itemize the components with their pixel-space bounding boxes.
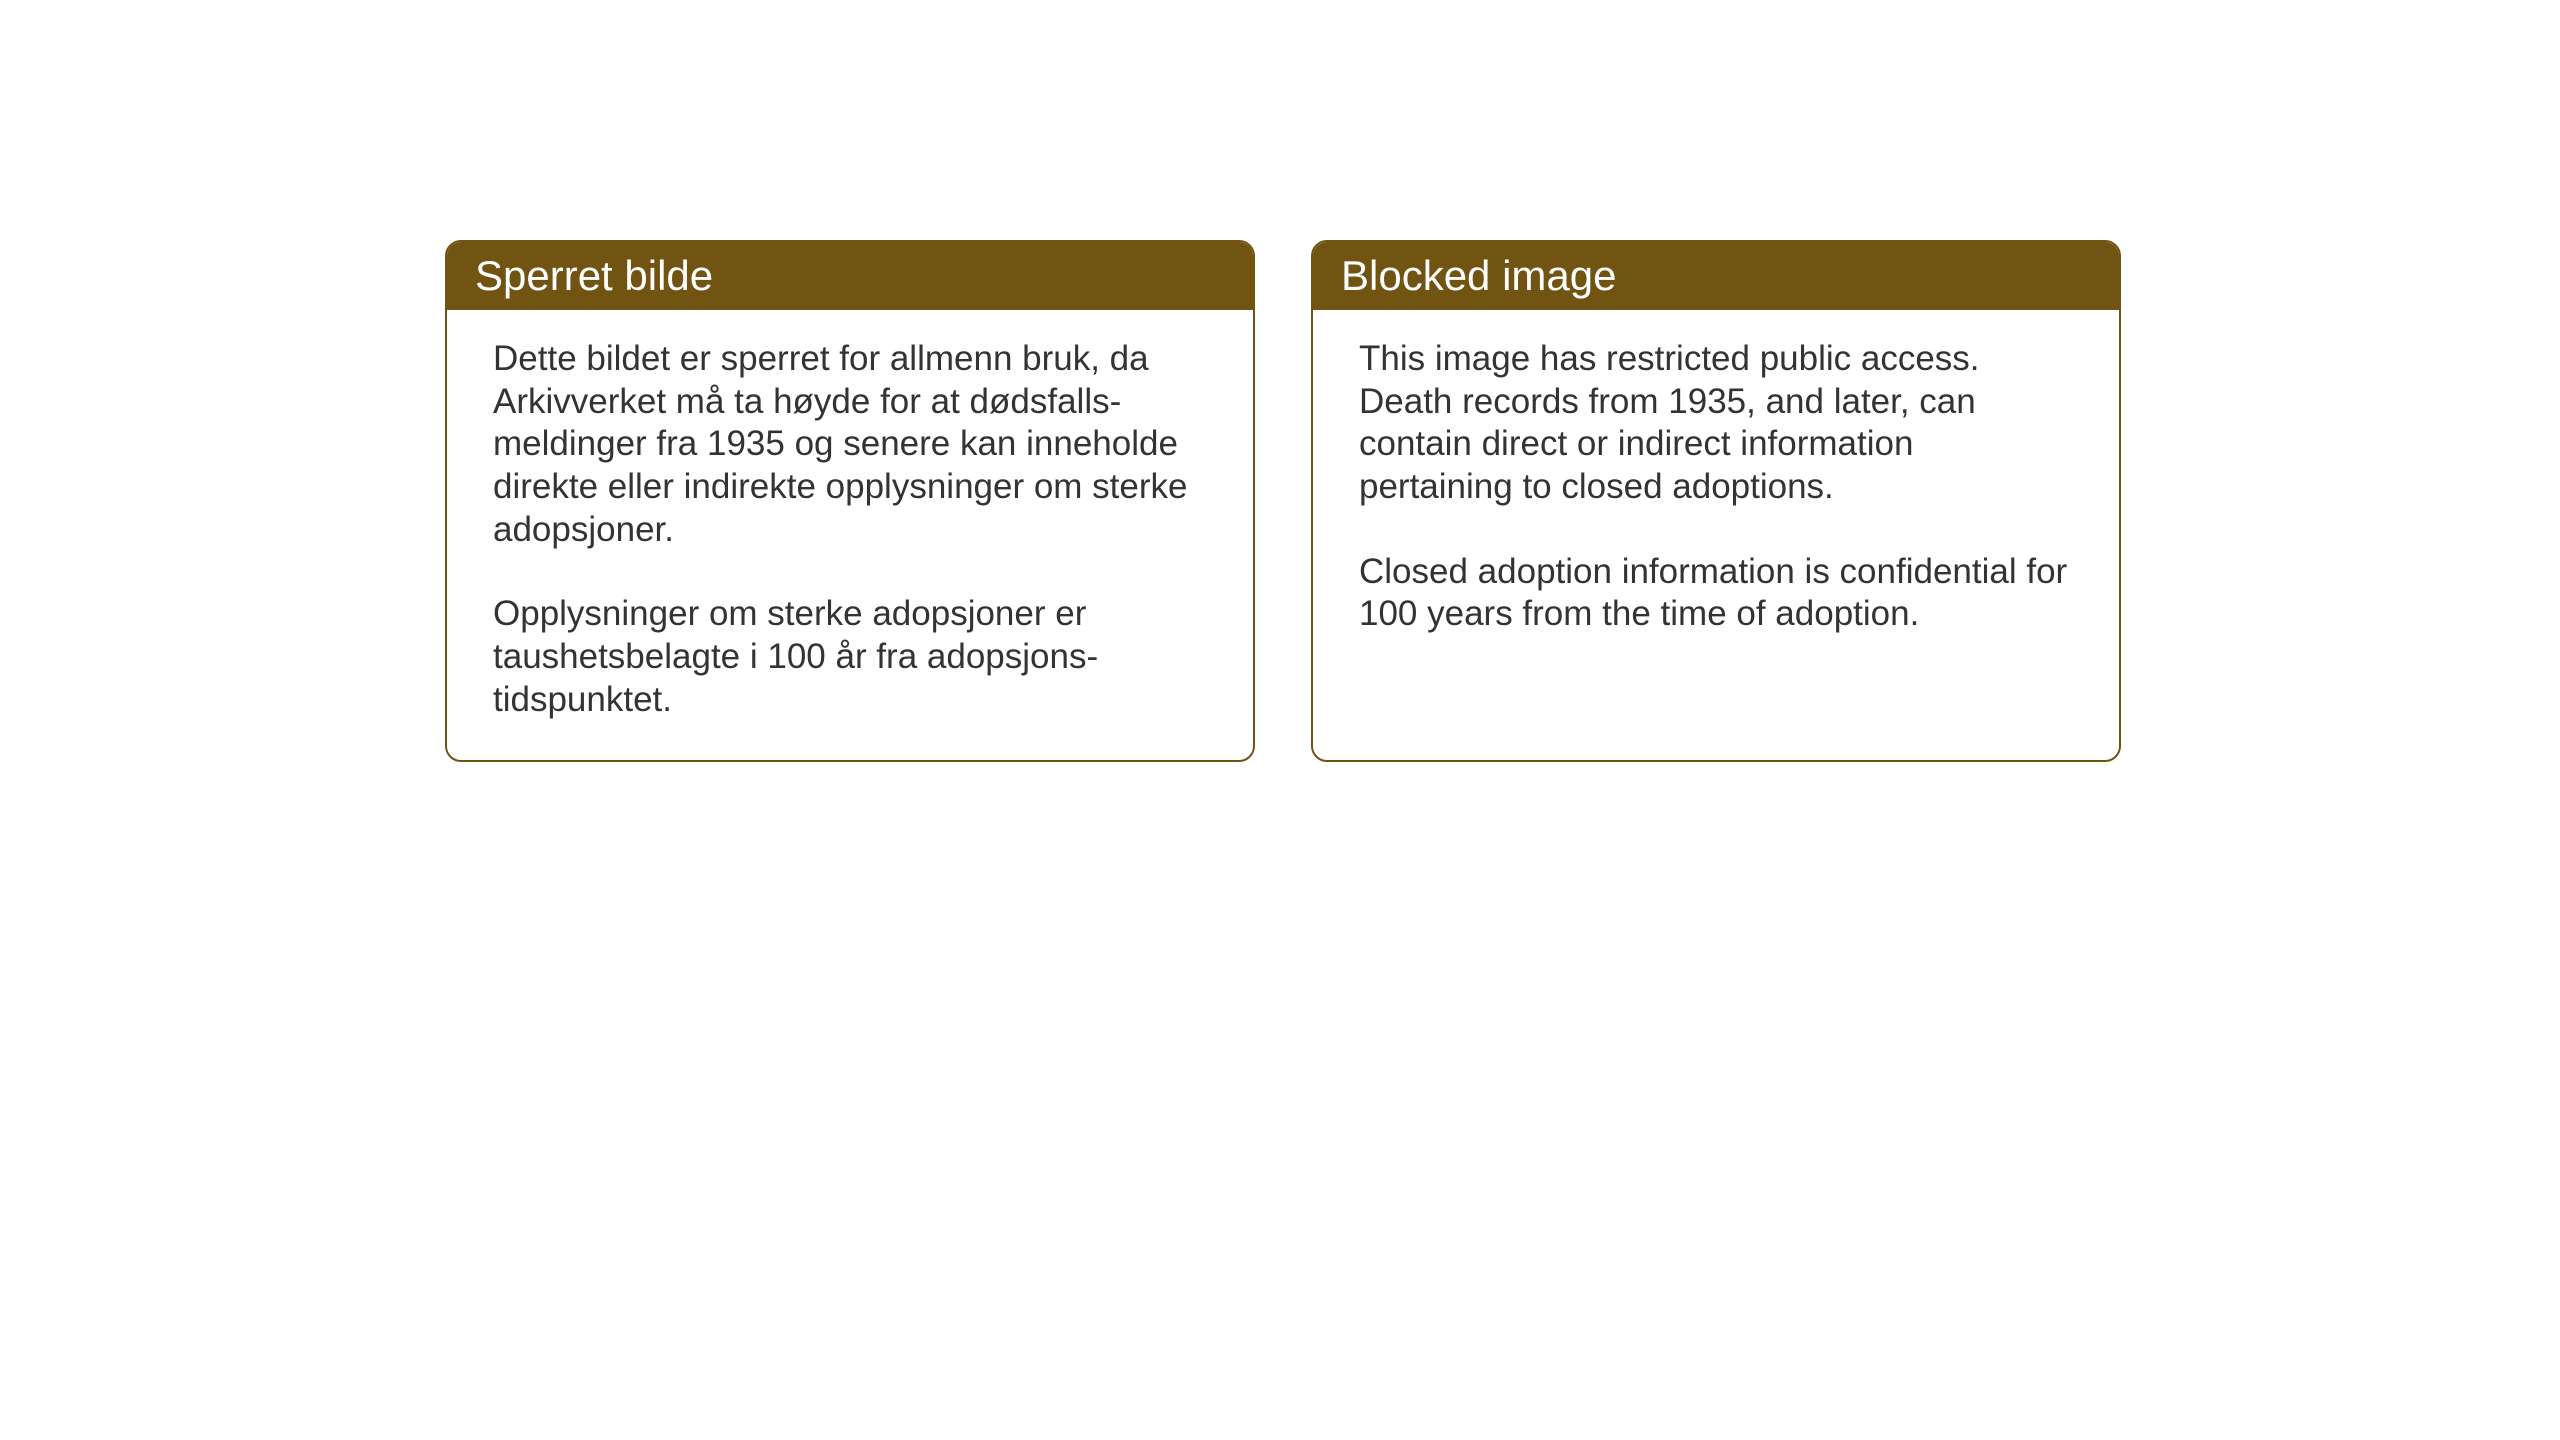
notice-card-norwegian: Sperret bilde Dette bildet er sperret fo… bbox=[445, 240, 1255, 762]
card-title-norwegian: Sperret bilde bbox=[475, 252, 713, 299]
card-body-english: This image has restricted public access.… bbox=[1313, 310, 2119, 674]
notice-container: Sperret bilde Dette bildet er sperret fo… bbox=[445, 240, 2121, 762]
card-paragraph-english-2: Closed adoption information is confident… bbox=[1359, 551, 2073, 636]
card-body-norwegian: Dette bildet er sperret for allmenn bruk… bbox=[447, 310, 1253, 760]
card-header-english: Blocked image bbox=[1313, 242, 2119, 310]
card-paragraph-norwegian-2: Opplysninger om sterke adopsjoner er tau… bbox=[493, 593, 1207, 721]
notice-card-english: Blocked image This image has restricted … bbox=[1311, 240, 2121, 762]
card-title-english: Blocked image bbox=[1341, 252, 1616, 299]
card-header-norwegian: Sperret bilde bbox=[447, 242, 1253, 310]
card-paragraph-norwegian-1: Dette bildet er sperret for allmenn bruk… bbox=[493, 338, 1207, 551]
card-paragraph-english-1: This image has restricted public access.… bbox=[1359, 338, 2073, 509]
